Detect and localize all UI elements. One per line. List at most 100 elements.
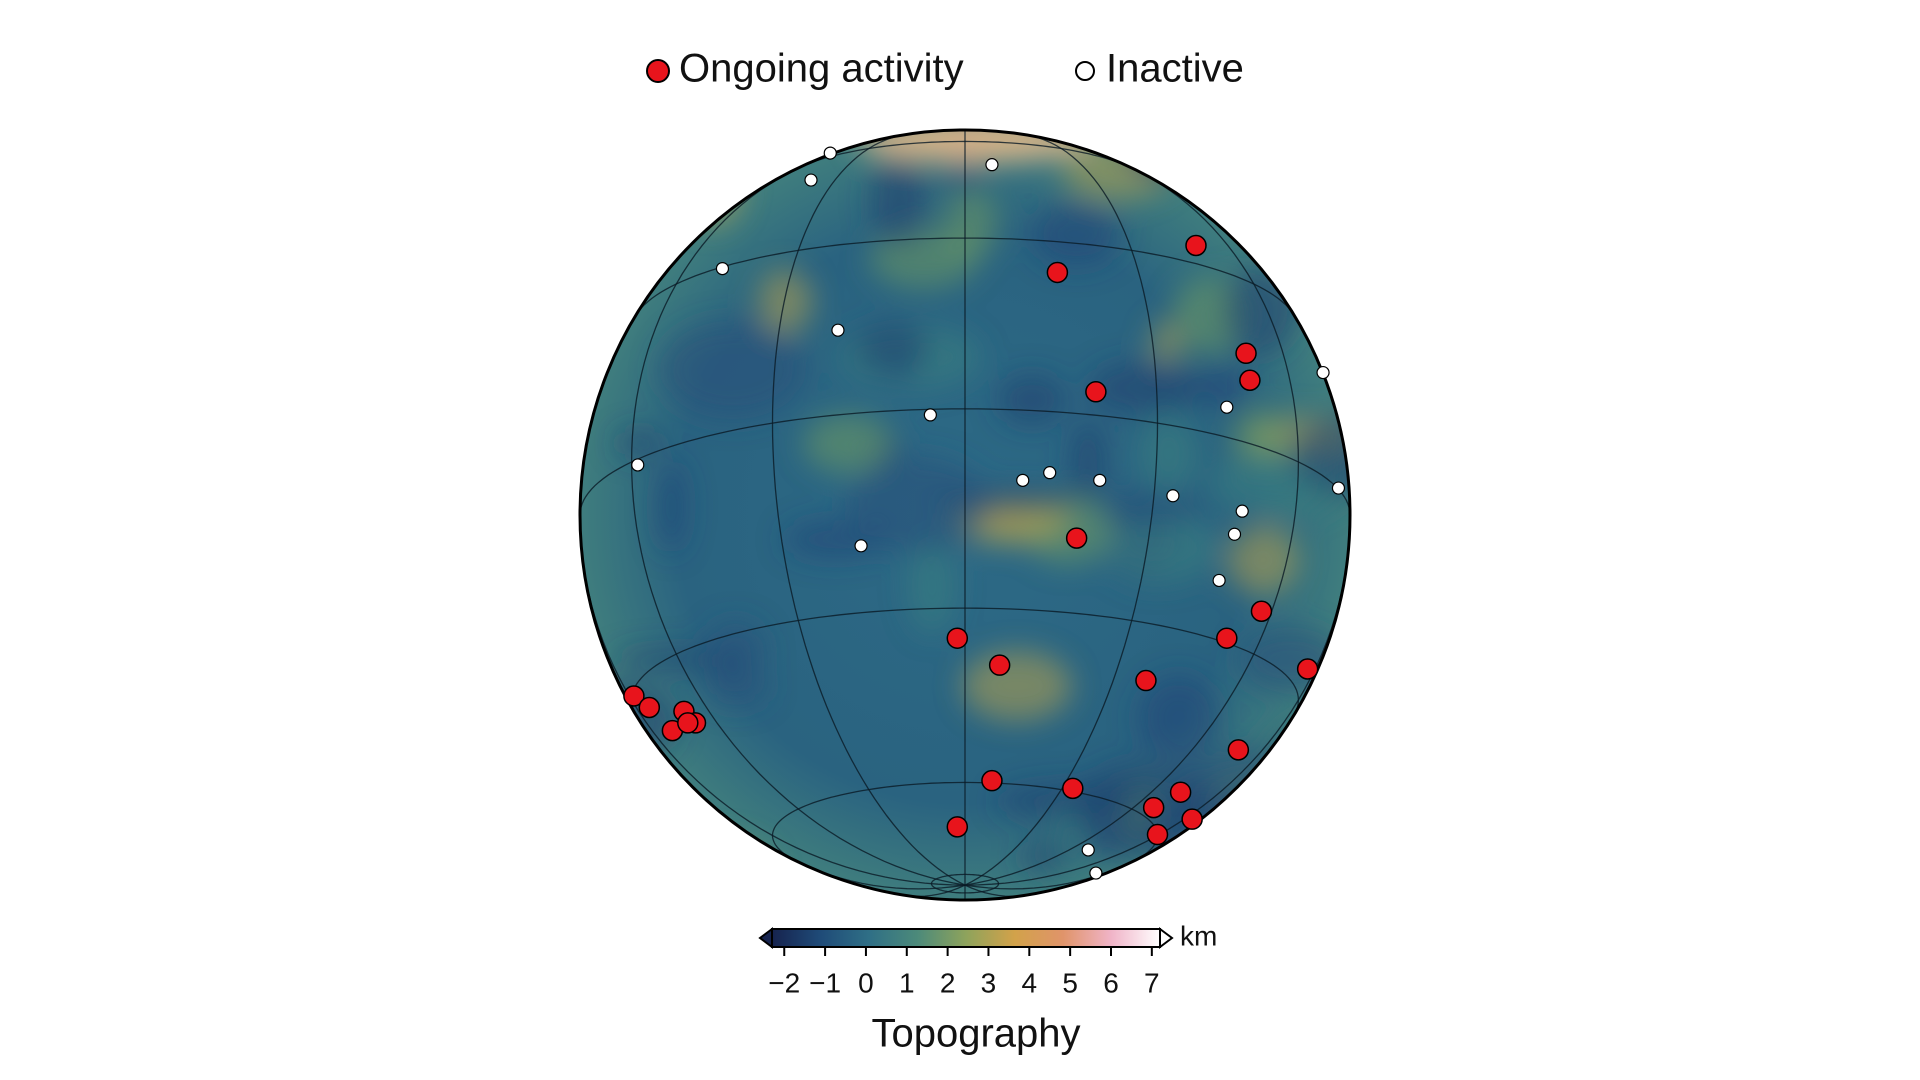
terrain-patch — [1185, 745, 1335, 842]
inactive-site — [1235, 504, 1249, 518]
colorbar-tick-label: −2 — [768, 967, 800, 998]
active-site — [946, 816, 969, 838]
terrain-patch — [1019, 842, 1073, 874]
globe-outline — [578, 128, 1352, 902]
colorbar-tick-label: 3 — [981, 967, 997, 998]
active-site — [1185, 234, 1207, 257]
active-site — [1085, 381, 1107, 403]
active-site — [1146, 823, 1169, 846]
terrain-patch — [1226, 525, 1300, 596]
active-site — [638, 696, 661, 719]
terrain-patch — [655, 460, 687, 554]
terrain-patch — [869, 153, 928, 248]
active-site — [623, 685, 645, 707]
inactive-site — [985, 158, 999, 172]
graticule-line — [630, 167, 966, 886]
graticule — [580, 130, 1350, 900]
terrain-patch — [855, 130, 1095, 162]
terrain-patch — [1087, 361, 1205, 415]
inactive-site — [1166, 489, 1180, 503]
colorbar-max-arrow — [1159, 927, 1174, 949]
terrain-patch — [855, 321, 930, 376]
inactive-site — [1081, 843, 1095, 857]
terrain-patch — [658, 320, 808, 420]
active-site — [981, 769, 1003, 792]
terrain-patch — [580, 820, 613, 858]
terrain-patch — [1105, 512, 1218, 584]
active-site — [1062, 777, 1084, 800]
terrain-patch — [675, 838, 774, 900]
terrain-patch — [1294, 283, 1350, 316]
inactive-site — [1043, 466, 1057, 480]
inactive-site — [1331, 481, 1346, 495]
terrain-patch — [997, 374, 1067, 426]
active-site — [1135, 669, 1157, 692]
terrain-patch — [944, 189, 1000, 259]
inactive-site — [831, 323, 845, 337]
active-site — [1142, 796, 1165, 819]
active-site — [1296, 658, 1319, 680]
inactive-site — [1016, 473, 1030, 487]
points — [623, 146, 1346, 880]
terrain-patch — [1177, 833, 1227, 900]
colorbar-title: Topography — [871, 1012, 1080, 1056]
terrain-patch — [1244, 806, 1320, 853]
terrain-patch — [615, 430, 665, 457]
terrain-patch — [1200, 363, 1249, 408]
colorbar-tick-label: 1 — [899, 967, 915, 998]
active-site — [946, 627, 969, 649]
terrain-patch — [703, 667, 769, 707]
colorbar-tick-label: 4 — [1022, 967, 1038, 998]
terrain-patch — [844, 456, 990, 555]
graticule-line — [771, 135, 966, 886]
inactive-site — [1093, 473, 1107, 487]
legend-marker — [1075, 61, 1095, 81]
graticule-line — [964, 167, 1300, 886]
active-site — [1239, 369, 1261, 391]
active-site — [1046, 261, 1069, 284]
colorbar-tick-label: 7 — [1144, 967, 1160, 998]
active-site — [1250, 600, 1273, 622]
colorbar-tick-label: 5 — [1062, 967, 1078, 998]
inactive-site — [631, 458, 645, 472]
colorbar-tick-label: 0 — [858, 967, 874, 998]
graticule-line — [580, 408, 1350, 516]
terrain-patch — [1031, 201, 1122, 267]
inactive-site — [1316, 365, 1330, 380]
terrain-patch — [1068, 419, 1108, 502]
legend-label: Ongoing activity — [679, 47, 964, 91]
terrain-patch — [1257, 130, 1350, 184]
graticule-line — [964, 135, 1159, 886]
terrain-patch — [1150, 322, 1182, 363]
terrain-patch — [803, 413, 893, 474]
colorbar-bar — [771, 928, 1161, 948]
colorbar-tick-label: −1 — [809, 967, 841, 998]
terrain-patch — [1230, 410, 1289, 463]
active-site — [988, 654, 1011, 676]
terrain-patch — [1139, 413, 1199, 493]
colorbar-unit: km — [1180, 920, 1217, 951]
terrain-patch — [586, 130, 691, 151]
colorbar-tick-label: 2 — [940, 967, 956, 998]
legend-label: Inactive — [1106, 47, 1244, 91]
terrain-patch — [883, 361, 914, 383]
active-site — [1181, 808, 1203, 830]
inactive-site — [854, 539, 868, 553]
colorbar: km −2 −1 0 1 2 3 4 5 6 7 Topography — [758, 920, 1217, 1056]
legend: Ongoing activity Inactive — [646, 47, 1244, 91]
terrain-patch — [621, 202, 662, 224]
active-site — [1235, 342, 1257, 365]
colorbar-tick-label: 6 — [1103, 967, 1119, 998]
active-site — [677, 712, 699, 734]
terrain-patch — [757, 268, 813, 335]
inactive-site — [1220, 400, 1234, 414]
legend-marker — [646, 59, 670, 83]
graticule-line — [930, 873, 1000, 894]
terrain-patch — [962, 650, 1072, 722]
inactive-site — [1089, 866, 1103, 880]
active-site — [1227, 739, 1250, 761]
terrain-patch — [908, 539, 956, 634]
terrain-patch — [679, 154, 743, 226]
active-site — [1065, 527, 1088, 549]
